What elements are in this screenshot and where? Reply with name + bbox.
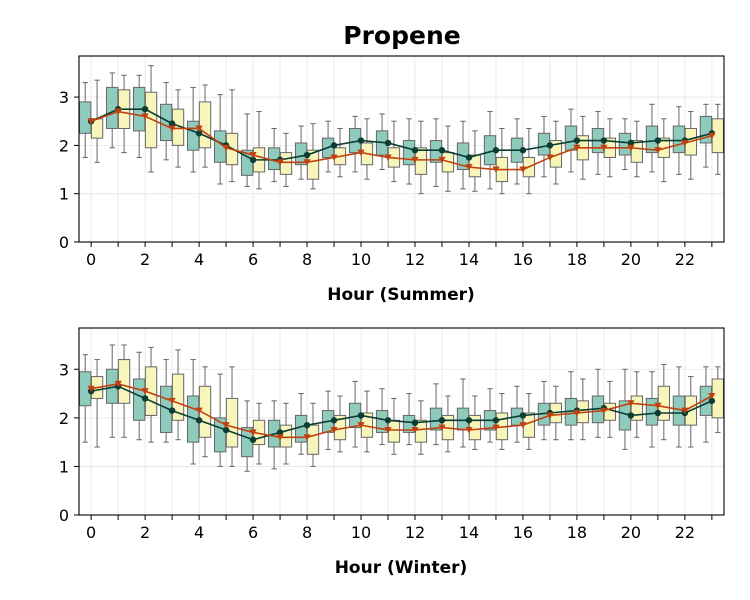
- summer-median-point-a: [601, 137, 607, 143]
- winter-y-tick-label: 3: [59, 360, 69, 379]
- summer-x-tick-label: 18: [567, 250, 587, 269]
- winter-box: [295, 415, 306, 442]
- winter-x-tick-label: 0: [86, 523, 96, 542]
- summer-median-point-a: [520, 147, 526, 153]
- winter-median-point-a: [628, 412, 634, 418]
- winter-x-tick-label: 8: [302, 523, 312, 542]
- summer-x-tick-label: 16: [513, 250, 533, 269]
- summer-x-axis-label: Hour (Summer): [327, 285, 475, 305]
- summer-x-tick-label: 8: [302, 250, 312, 269]
- winter-x-axis-label: Hour (Winter): [335, 558, 468, 578]
- winter-median-line-a: [91, 386, 712, 439]
- winter-x-tick-label: 12: [405, 523, 425, 542]
- summer-y-tick-label: 3: [59, 88, 69, 107]
- winter-x-tick-label: 6: [248, 523, 258, 542]
- summer-x-tick-label: 0: [86, 250, 96, 269]
- summer-median-point-a: [331, 142, 337, 148]
- summer-x-tick-label: 22: [675, 250, 695, 269]
- summer-median-point-a: [574, 137, 580, 143]
- winter-median-point-a: [358, 412, 364, 418]
- winter-y-tick-label: 0: [59, 506, 69, 525]
- winter-median-point-a: [169, 407, 175, 413]
- summer-median-point-a: [466, 154, 472, 160]
- winter-median-point-a: [196, 417, 202, 423]
- winter-box: [307, 425, 318, 454]
- summer-x-tick-label: 2: [140, 250, 150, 269]
- winter-median-point-a: [412, 420, 418, 426]
- winter-x-tick-label: 10: [351, 523, 371, 542]
- summer-median-point-a: [439, 147, 445, 153]
- winter-x-tick-label: 14: [459, 523, 479, 542]
- winter-median-point-a: [466, 417, 472, 423]
- summer-x-tick-label: 4: [194, 250, 204, 269]
- winter-x-tick-label: 22: [675, 523, 695, 542]
- winter-median-point-a: [331, 417, 337, 423]
- summer-median-point-a: [142, 106, 148, 112]
- winter-median-point-a: [520, 412, 526, 418]
- winter-x-tick-label: 18: [567, 523, 587, 542]
- summer-median-line-b: [91, 112, 712, 170]
- chart-title: Propene: [343, 21, 460, 50]
- summer-y-tick-label: 2: [59, 136, 69, 155]
- winter-x-tick-label: 4: [194, 523, 204, 542]
- winter-median-point-a: [439, 417, 445, 423]
- summer-median-point-a: [547, 142, 553, 148]
- winter-x-tick-label: 2: [140, 523, 150, 542]
- summer-median-line-a: [91, 109, 712, 160]
- summer-median-point-a: [385, 140, 391, 146]
- winter-median-point-a: [493, 417, 499, 423]
- winter-median-point-a: [385, 417, 391, 423]
- winter-median-point-a: [304, 422, 310, 428]
- summer-median-point-a: [655, 137, 661, 143]
- winter-y-tick-label: 2: [59, 409, 69, 428]
- winter-median-point-a: [655, 410, 661, 416]
- summer-box: [199, 102, 210, 148]
- summer-median-point-a: [412, 147, 418, 153]
- winter-x-tick-label: 16: [513, 523, 533, 542]
- summer-y-tick-label: 1: [59, 185, 69, 204]
- summer-x-tick-label: 14: [459, 250, 479, 269]
- winter-box: [388, 420, 399, 442]
- winter-median-point-a: [142, 395, 148, 401]
- summer-y-tick-label: 0: [59, 233, 69, 252]
- summer-x-tick-label: 12: [405, 250, 425, 269]
- winter-median-line-b: [91, 384, 712, 437]
- summer-box: [280, 153, 291, 175]
- summer-median-point-a: [304, 152, 310, 158]
- summer-x-tick-label: 6: [248, 250, 258, 269]
- winter-y-tick-label: 1: [59, 457, 69, 476]
- winter-x-tick-label: 20: [621, 523, 641, 542]
- summer-median-point-a: [493, 147, 499, 153]
- summer-x-tick-label: 20: [621, 250, 641, 269]
- summer-box: [80, 102, 91, 133]
- summer-x-tick-label: 10: [351, 250, 371, 269]
- summer-median-point-a: [358, 137, 364, 143]
- winter-median-point-a: [250, 437, 256, 443]
